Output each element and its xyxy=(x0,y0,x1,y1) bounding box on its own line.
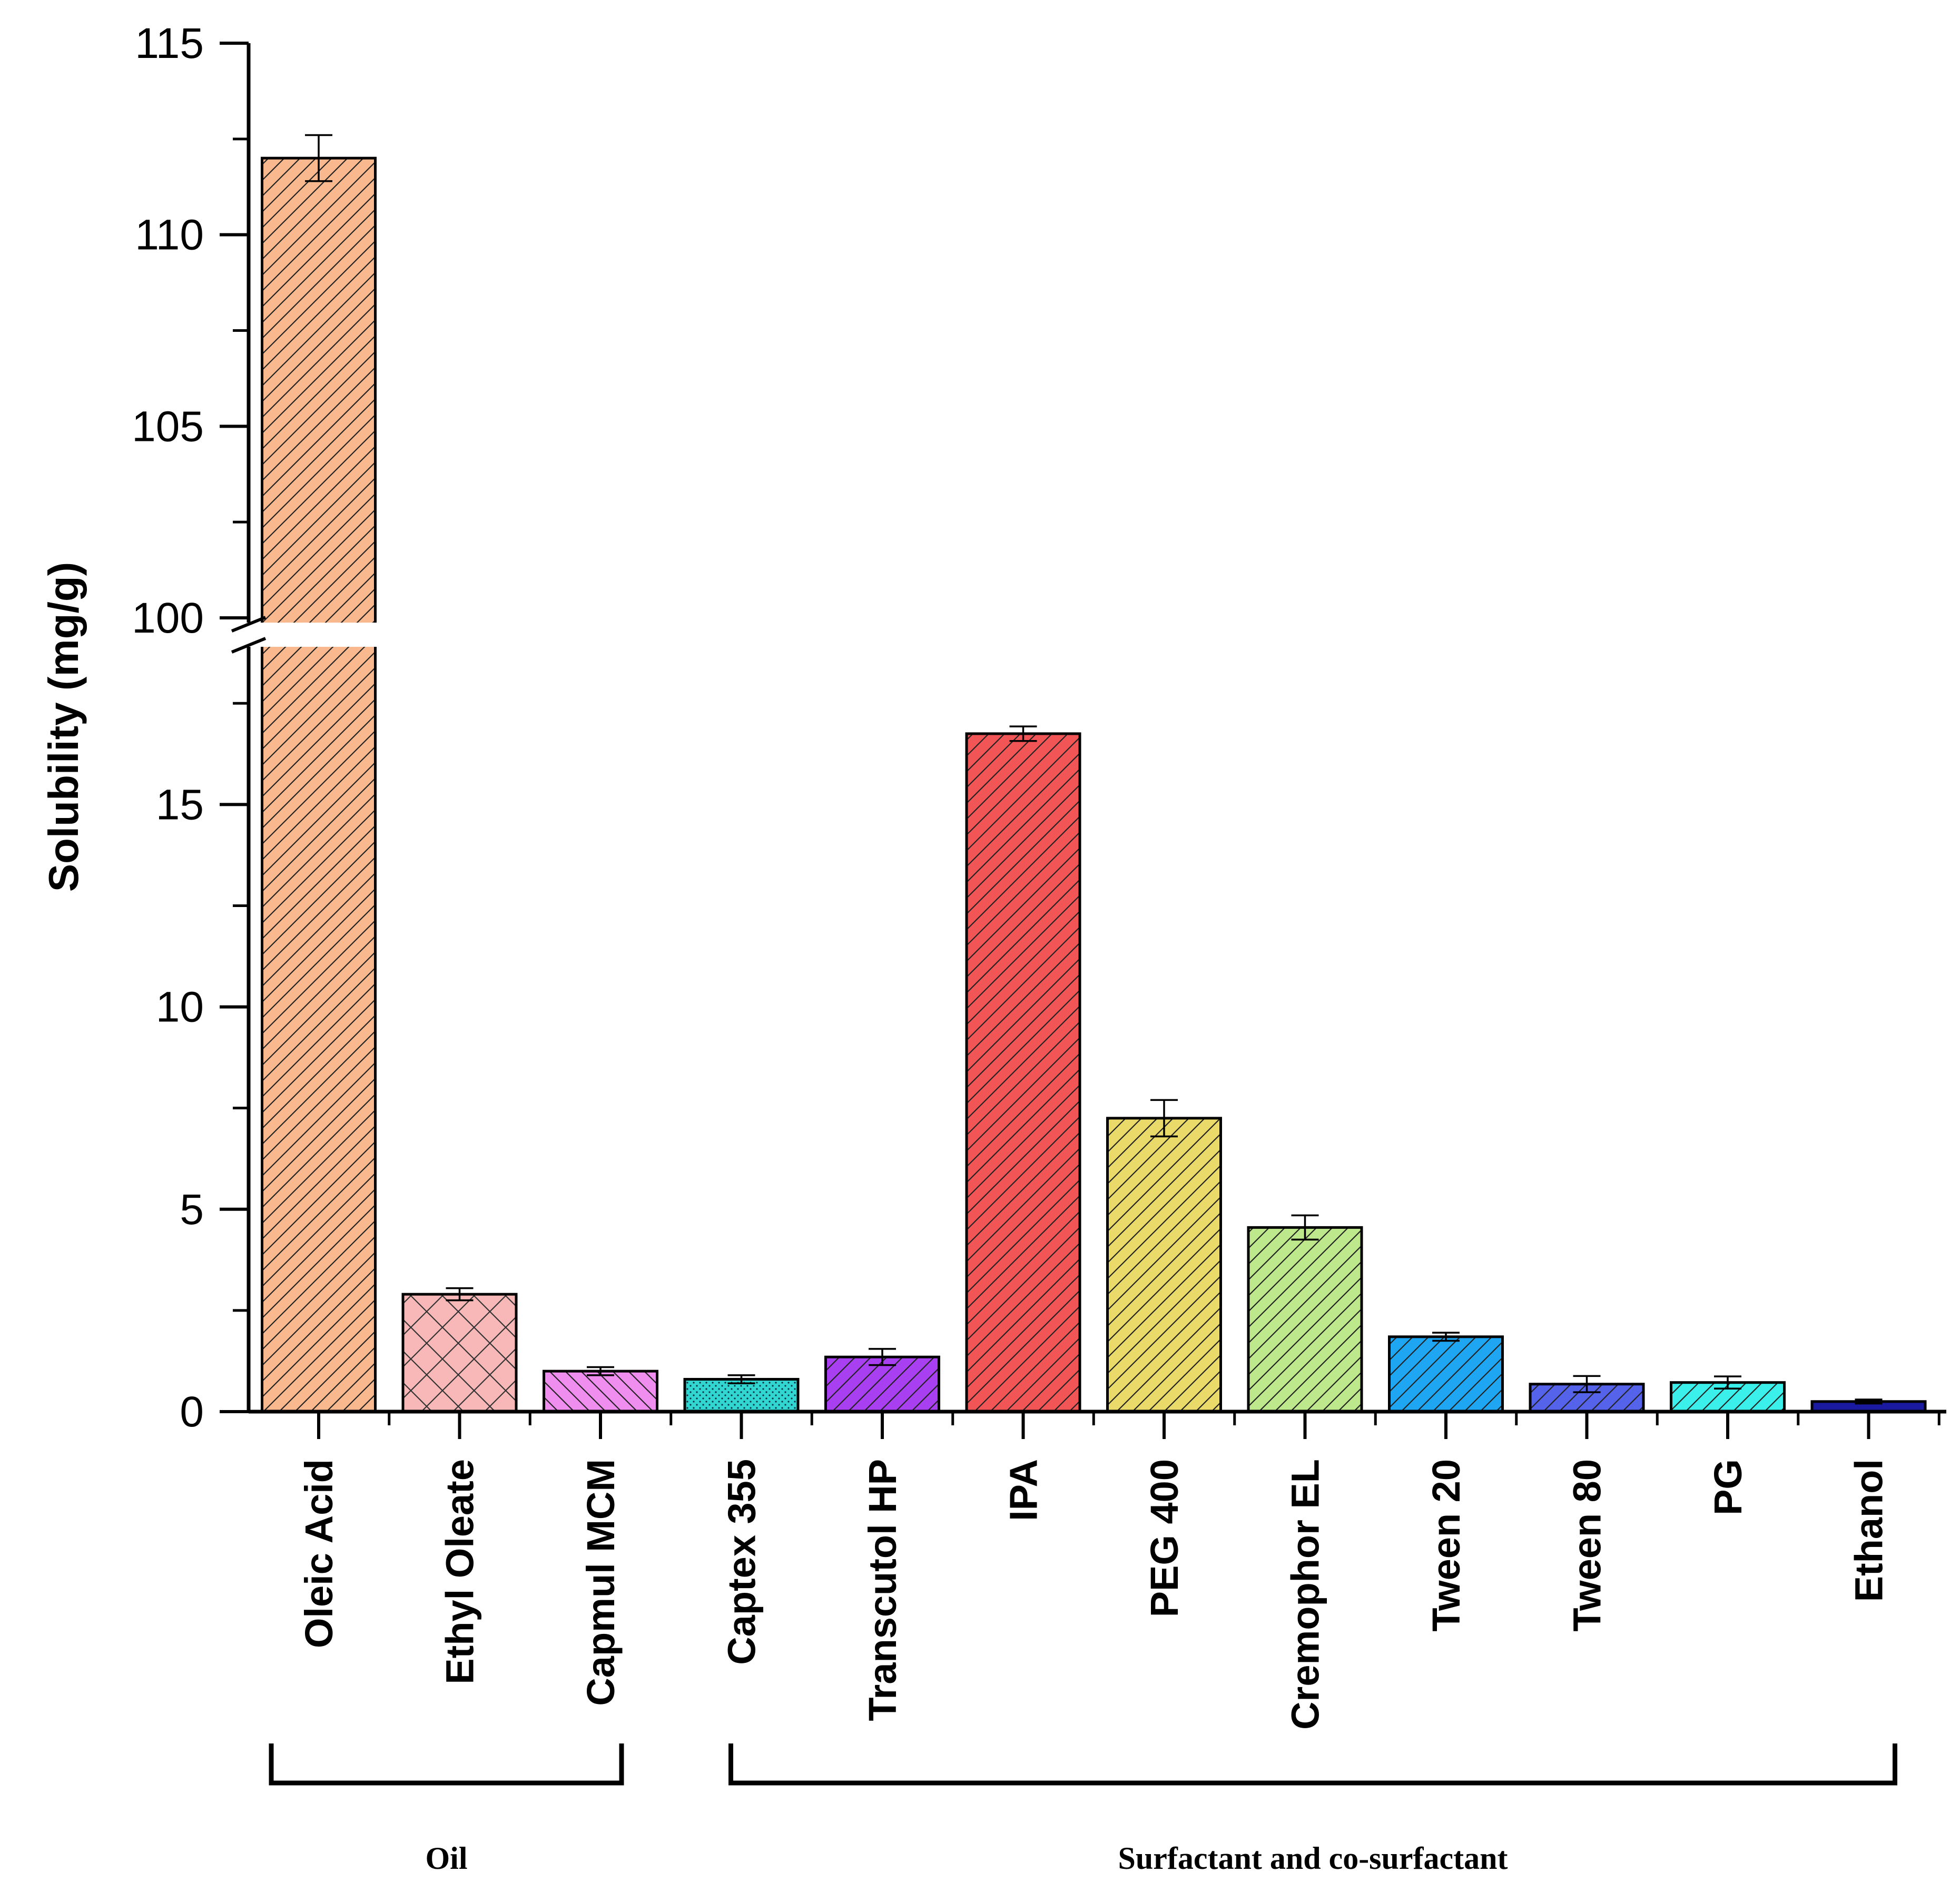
error-bar-transcutol-hp xyxy=(869,1348,896,1366)
error-bar-cremophor-el xyxy=(1291,1214,1319,1241)
bracket-line xyxy=(728,1743,1897,1786)
bar-pg xyxy=(1670,1381,1786,1413)
bar-cremophor-el xyxy=(1247,1226,1363,1413)
category-label: Captex 355 xyxy=(720,1459,764,1665)
category-label: Transcutol HP xyxy=(861,1459,904,1721)
category-label: Ethyl Oleate xyxy=(438,1459,482,1684)
y-tick-label: 0 xyxy=(180,1388,204,1436)
axis-break-mark-upper xyxy=(231,616,267,633)
category-label: PG xyxy=(1706,1459,1750,1515)
y-tick-label: 5 xyxy=(180,1186,204,1234)
axis-break-mark-lower xyxy=(231,637,267,654)
category-label: Tween 80 xyxy=(1565,1459,1609,1632)
error-bar-capmul-mcm xyxy=(587,1366,614,1376)
x-ticks-layer xyxy=(317,1412,1941,1439)
category-label: Oleic Acid xyxy=(297,1459,341,1648)
error-bar-oleic-acid xyxy=(305,134,332,182)
y-tick-label: 110 xyxy=(135,211,204,259)
category-label: IPA xyxy=(1002,1459,1046,1521)
error-bar-ethyl-oleate xyxy=(446,1287,474,1302)
category-label: Tween 20 xyxy=(1424,1459,1468,1632)
category-labels-layer: Oleic Acid Ethyl Oleate Capmul MCM Captex 3… xyxy=(297,1459,1891,1730)
bar-peg-400 xyxy=(1106,1117,1222,1413)
bars-layer xyxy=(261,156,1927,1413)
bar-tween-20 xyxy=(1388,1335,1504,1413)
y-tick-label: 10 xyxy=(156,983,204,1031)
error-bars-layer xyxy=(305,134,1883,1405)
y-tick-label: 100 xyxy=(132,594,204,642)
error-bar-pg xyxy=(1714,1375,1741,1390)
group-label: Oil xyxy=(425,1841,467,1876)
bar-capmul-mcm xyxy=(543,1369,658,1413)
y-tick-label: 115 xyxy=(135,19,204,67)
error-bar-peg-400 xyxy=(1150,1099,1178,1138)
group-bracket-oil: Oil xyxy=(269,1743,624,1876)
bar-oleic-acid xyxy=(261,156,377,1413)
group-bracket-surfactant-and-co-surfactant: Surfactant and co-surfactant xyxy=(728,1743,1897,1876)
error-bar-ethanol xyxy=(1855,1398,1883,1405)
error-bar-tween-80 xyxy=(1573,1375,1601,1393)
category-label: PEG 400 xyxy=(1142,1459,1186,1617)
bracket-line xyxy=(269,1743,624,1786)
group-brackets-layer: Oil Surfactant and co-surfactant xyxy=(269,1743,1897,1876)
y-axis-title: Solubility (mg/g) xyxy=(40,562,87,892)
bar-ethyl-oleate xyxy=(401,1293,518,1413)
error-bar-captex-355 xyxy=(727,1374,755,1384)
category-label: Capmul MCM xyxy=(579,1459,623,1706)
category-label: Cremophor EL xyxy=(1284,1459,1327,1730)
y-tick-label: 15 xyxy=(156,781,204,829)
error-bar-ipa xyxy=(1009,725,1037,742)
y-tick-label: 105 xyxy=(132,402,204,450)
group-label: Surfactant and co-surfactant xyxy=(1118,1841,1508,1876)
y-ticks-layer: 0 5 10 15 100 105 110 115 xyxy=(132,19,249,1436)
bar-ipa xyxy=(965,732,1081,1413)
category-label: Ethanol xyxy=(1847,1459,1891,1602)
error-bar-tween-20 xyxy=(1432,1332,1460,1342)
axis-break-gap xyxy=(221,623,400,647)
axes-layer xyxy=(221,43,1946,1414)
